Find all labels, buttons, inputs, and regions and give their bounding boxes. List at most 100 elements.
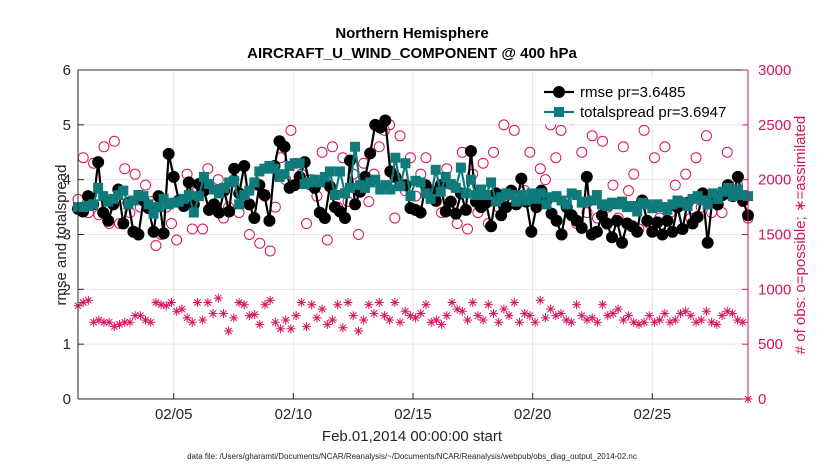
rmse-point: [600, 217, 613, 230]
rmse-point: [379, 114, 392, 127]
obs-possible-marker: [394, 130, 406, 142]
rmse-point: [213, 206, 226, 219]
obs-possible-marker: [165, 218, 177, 230]
totalspread-point: [591, 190, 602, 201]
totalspread-point: [430, 164, 441, 175]
obs-assimilated-marker: [125, 317, 135, 327]
obs-possible-marker: [680, 168, 692, 180]
totalspread-point: [390, 152, 401, 163]
obs-assimilated-marker: [203, 297, 213, 307]
obs-assimilated-marker: [218, 308, 228, 318]
obs-assimilated-marker: [509, 297, 519, 307]
y-axis-label: rmse and totalspread: [53, 165, 70, 306]
obs-assimilated-marker: [727, 308, 737, 318]
obs-assimilated-marker: [322, 319, 332, 329]
obs-assimilated-marker: [353, 326, 363, 336]
totalspread-point: [526, 188, 537, 199]
rmse-point: [338, 212, 351, 225]
totalspread-point: [203, 179, 214, 190]
rmse-point: [515, 172, 528, 185]
obs-possible-marker: [98, 141, 110, 153]
obs-possible-marker: [462, 223, 474, 235]
rmse-point: [318, 212, 331, 225]
obs-possible-marker: [389, 212, 401, 224]
obs-possible-marker: [129, 168, 141, 180]
obs-assimilated-marker: [416, 308, 426, 318]
obs-assimilated-marker: [348, 311, 358, 321]
totalspread-point: [138, 191, 149, 202]
obs-possible-marker: [119, 163, 131, 175]
totalspread-point: [732, 184, 743, 195]
totalspread-point: [506, 190, 517, 201]
obs-assimilated-marker: [686, 311, 696, 321]
obs-assimilated-marker: [639, 317, 649, 327]
obs-assimilated-marker: [281, 315, 291, 325]
obs-assimilated-marker: [535, 295, 545, 305]
rmse-point: [631, 225, 644, 238]
obs-assimilated-marker: [644, 311, 654, 321]
obs-assimilated-marker: [431, 315, 441, 325]
obs-assimilated-marker: [296, 297, 306, 307]
rmse-point: [500, 201, 513, 214]
obs-assimilated-marker: [738, 317, 748, 327]
obs-assimilated-marker: [712, 319, 722, 329]
rmse-point: [691, 210, 704, 223]
totalspread-point: [314, 177, 325, 188]
obs-assimilated-marker: [182, 313, 192, 323]
x-tick-label: 02/20: [514, 406, 552, 423]
rmse-point: [238, 159, 251, 172]
obs-assimilated-marker: [115, 319, 125, 329]
totalspread-point: [98, 191, 109, 202]
rmse-point: [731, 170, 744, 183]
totalspread-point: [470, 190, 481, 201]
y2-tick-label: 1000: [758, 281, 791, 298]
obs-assimilated-marker: [624, 311, 634, 321]
y-tick-label: 5: [63, 117, 71, 134]
rmse-point: [616, 236, 629, 249]
totalspread-point: [727, 191, 738, 202]
totalspread-point: [219, 182, 230, 193]
obs-assimilated-marker: [130, 311, 140, 321]
totalspread-point: [158, 193, 169, 204]
totalspread-point: [385, 184, 396, 195]
x-tick-label: 02/25: [634, 406, 672, 423]
y2-tick-label: 3000: [758, 62, 791, 79]
totalspread-point: [425, 193, 436, 204]
obs-assimilated-marker: [447, 297, 457, 307]
totalspread-point: [516, 190, 527, 201]
totalspread-point: [143, 199, 154, 210]
totalspread-point: [118, 185, 129, 196]
legend-entry-label: rmse pr=3.6485: [580, 84, 685, 101]
totalspread-point: [536, 188, 547, 199]
obs-assimilated-marker: [343, 297, 353, 307]
totalspread-point: [405, 191, 416, 202]
obs-assimilated-marker: [312, 313, 322, 323]
obs-possible-marker: [243, 229, 255, 240]
totalspread-point: [481, 190, 492, 201]
obs-assimilated-marker: [395, 317, 405, 327]
obs-assimilated-marker: [317, 304, 327, 314]
totalspread-point: [339, 188, 350, 199]
y-tick-label: 0: [63, 391, 71, 408]
obs-assimilated-marker: [681, 306, 691, 316]
obs-possible-marker: [477, 157, 489, 169]
rmse-point: [117, 217, 130, 230]
obs-possible-marker: [301, 218, 313, 230]
obs-assimilated-marker: [437, 319, 447, 329]
obs-assimilated-marker: [192, 297, 202, 307]
obs-assimilated-marker: [546, 304, 556, 314]
rmse-point: [182, 176, 195, 189]
rmse-point: [278, 140, 291, 153]
obs-assimilated-marker: [655, 315, 665, 325]
obs-assimilated-marker: [442, 311, 452, 321]
obs-assimilated-marker: [286, 324, 296, 334]
y2-tick-label: 0: [758, 391, 766, 408]
y2-tick-label: 2500: [758, 117, 791, 134]
totalspread-point: [627, 200, 638, 211]
legend-entry-label: totalspread pr=3.6947: [580, 104, 726, 121]
obs-assimilated-marker: [717, 311, 727, 321]
obs-assimilated-marker: [530, 317, 540, 327]
obs-possible-marker: [140, 179, 152, 191]
obs-assimilated-marker: [338, 323, 348, 333]
obs-assimilated-marker: [696, 315, 706, 325]
